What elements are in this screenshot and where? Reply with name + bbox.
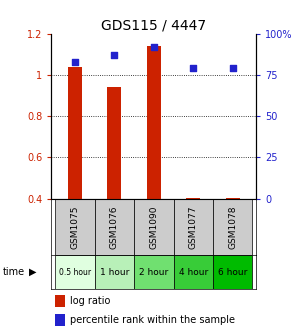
Text: percentile rank within the sample: percentile rank within the sample [70, 315, 235, 325]
Bar [173, 199, 213, 255]
Text: time: time [3, 267, 25, 277]
Point [230, 66, 235, 71]
Text: 1 hour: 1 hour [100, 267, 129, 277]
Bar [226, 198, 240, 199]
Bar [95, 255, 134, 289]
Bar [95, 199, 134, 255]
Bar [173, 255, 213, 289]
Title: GDS115 / 4447: GDS115 / 4447 [101, 18, 206, 33]
Text: 2 hour: 2 hour [139, 267, 168, 277]
Text: 0.5 hour: 0.5 hour [59, 267, 91, 277]
Bar [108, 87, 121, 199]
Text: GSM1090: GSM1090 [149, 205, 158, 249]
Bar [55, 314, 64, 326]
Bar [55, 255, 95, 289]
Point [191, 66, 196, 71]
Text: ▶: ▶ [29, 267, 37, 277]
Point [112, 52, 117, 58]
Text: 6 hour: 6 hour [218, 267, 247, 277]
Text: 4 hour: 4 hour [179, 267, 208, 277]
Bar [55, 199, 95, 255]
Text: log ratio: log ratio [70, 296, 110, 306]
Point [73, 59, 77, 64]
Bar [55, 295, 64, 307]
Bar [213, 199, 253, 255]
Bar [186, 198, 200, 199]
Text: GSM1076: GSM1076 [110, 205, 119, 249]
Bar [147, 46, 161, 199]
Point [151, 44, 156, 49]
Text: GSM1075: GSM1075 [70, 205, 79, 249]
Bar [68, 67, 82, 199]
Bar [134, 199, 173, 255]
Bar [213, 255, 253, 289]
Bar [134, 255, 173, 289]
Text: GSM1077: GSM1077 [189, 205, 198, 249]
Text: GSM1078: GSM1078 [228, 205, 237, 249]
